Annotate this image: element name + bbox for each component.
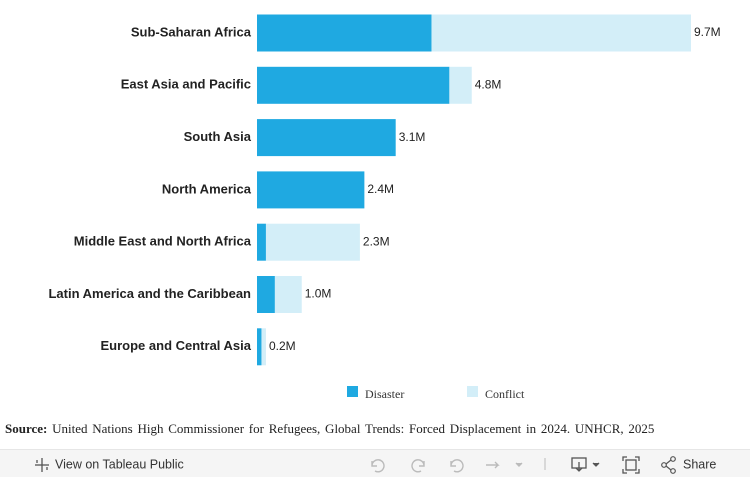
bar-segment bbox=[431, 14, 691, 52]
fullscreen-icon[interactable] bbox=[622, 456, 640, 474]
bar-segment bbox=[257, 223, 266, 261]
category-label: East Asia and Pacific bbox=[121, 77, 251, 92]
total-label: 2.4M bbox=[367, 182, 394, 196]
view-link[interactable]: View on Tableau Public bbox=[55, 457, 184, 471]
category-label: South Asia bbox=[184, 129, 252, 144]
bar-segment bbox=[257, 119, 396, 157]
share-icon[interactable] bbox=[661, 456, 676, 474]
bar-segment bbox=[257, 14, 432, 52]
total-label: 1.0M bbox=[305, 287, 332, 301]
tableau-icon bbox=[35, 458, 49, 472]
bar-segment bbox=[261, 328, 266, 366]
legend-label: Disaster bbox=[365, 387, 404, 401]
bar-segment bbox=[257, 171, 365, 209]
total-label: 0.2M bbox=[269, 339, 296, 353]
chart: Sub-Saharan Africa 9.7M East Asia and Paci… bbox=[48, 14, 721, 401]
bar-segment bbox=[257, 276, 275, 313]
legend-swatch bbox=[347, 386, 358, 397]
download-icon[interactable] bbox=[571, 457, 600, 472]
total-label: 9.7M bbox=[694, 25, 721, 39]
total-label: 3.1M bbox=[399, 130, 426, 144]
source-note: Source: United Nations High Commissioner… bbox=[5, 421, 654, 437]
source-label: Source: bbox=[5, 421, 48, 436]
category-label: Middle East and North Africa bbox=[74, 234, 252, 249]
bar-segment bbox=[265, 223, 360, 261]
category-label: Europe and Central Asia bbox=[101, 338, 252, 353]
legend-label: Conflict bbox=[485, 387, 525, 401]
toolbar-icons: View on Tableau Public Share bbox=[35, 456, 716, 474]
undo-redo-icons bbox=[371, 459, 523, 473]
category-label: Sub-Saharan Africa bbox=[131, 24, 252, 39]
category-label: North America bbox=[162, 181, 252, 196]
bar-segment bbox=[257, 328, 262, 366]
bar-segment bbox=[274, 276, 302, 313]
total-label: 2.3M bbox=[363, 234, 390, 248]
share-button[interactable]: Share bbox=[683, 457, 716, 471]
bar-segment bbox=[257, 66, 450, 104]
toolbar: View on Tableau Public Share bbox=[0, 449, 750, 477]
bar-segment bbox=[449, 66, 472, 104]
source-text: United Nations High Commissioner for Ref… bbox=[52, 421, 655, 436]
category-label: Latin America and the Caribbean bbox=[48, 286, 251, 301]
total-label: 4.8M bbox=[475, 77, 502, 91]
legend-swatch bbox=[467, 386, 478, 397]
